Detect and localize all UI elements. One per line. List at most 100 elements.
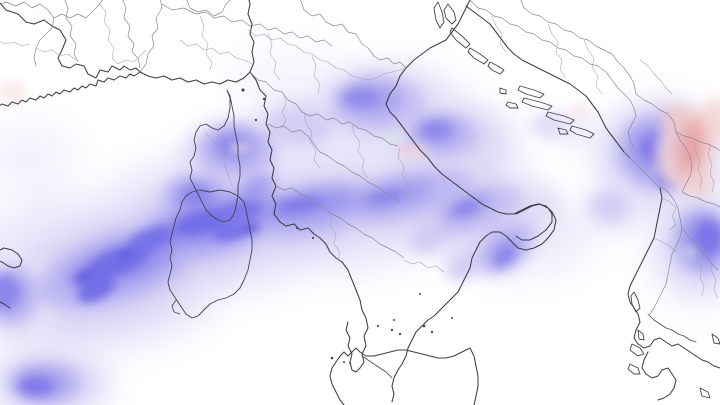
border-bosnia-internal-1 [547,23,567,79]
island-vis [505,101,519,109]
coast-calabria-inner [361,355,393,379]
border-bosnia-north [520,0,605,51]
coast-albania [627,187,663,323]
border-po-valley-1 [179,39,253,65]
island-zakynthos [627,363,641,375]
coast-greece-epirus [647,313,697,343]
island-kefalonia [629,343,645,357]
border-corsica-internal [204,131,233,187]
border-france-italy [139,0,163,73]
island-small-adriatic [499,87,507,95]
coast-tunisia-sardinia-gap [0,301,11,309]
coast-greece-peloponnese [641,351,677,401]
border-italy-region-10 [281,93,287,129]
border-macedonia-internal-1 [693,141,703,189]
island-ischia [311,236,315,240]
border-italy-region-2 [301,111,399,147]
coast-dalmatia [465,5,631,159]
precip-rain-band [655,98,720,198]
border-france-inland-7 [0,41,31,47]
border-serbia-west [603,49,637,95]
border-italy-region-4 [275,185,405,259]
border-macedonia-north [675,131,720,152]
border-albania-internal-1 [661,197,677,231]
border-alps-north [122,0,141,69]
island-sardinia [167,189,253,319]
border-italy-region-7 [397,147,413,203]
border-italy-region-9 [403,259,445,273]
coast-sicily [329,347,471,405]
island-aeolian-2 [398,332,402,336]
island-hvar [521,97,553,111]
coast-sicily-east [469,347,479,405]
border-france-inland-5 [99,3,119,65]
island-capraia [262,97,266,101]
border-serbia-internal [639,59,673,95]
island-aeolian-4 [430,330,434,334]
border-france-inland-1 [0,1,55,67]
border-albania-internal-2 [653,237,677,253]
coast-italy-west [139,0,255,85]
island-lastovo [557,127,569,135]
border-france-inland-4 [35,47,77,61]
coast-tuscany-lazio [249,71,277,215]
border-po-valley-3 [247,29,361,79]
island-ionian-dot-1 [419,293,421,295]
island-egadi-3 [349,362,351,364]
coast-sardinia-southwest [171,299,181,315]
coast-italy-adriatic [385,67,557,371]
island-ponza [295,226,299,230]
border-france-inland-2 [53,0,103,19]
border-italy-region-1 [249,71,303,113]
border-kosovo [635,93,693,193]
coast-croatia-mainland [405,0,471,69]
coast-north-africa [0,247,23,269]
border-bosnia-montenegro [611,79,637,149]
border-alpine-arc [161,3,333,47]
border-switzerland-north [186,0,231,17]
island-cres [433,1,445,29]
border-italy-region-6 [351,123,369,179]
border-croatia-internal-1 [491,15,507,53]
precipitation-layer [0,45,720,405]
island-pag [449,27,471,49]
border-veneto-coast [359,67,407,81]
coast-gargano [515,203,553,241]
coast-southern-france [0,2,141,107]
island-aegean-1 [711,333,720,345]
island-ustica [376,324,380,328]
island-kornati [487,61,505,75]
border-slovenia-croatia [367,47,407,69]
border-austria-slovenia [300,0,369,49]
border-france-inland-3 [64,0,79,63]
border-italy-region-5 [303,113,321,169]
border-france-inland-6 [117,49,147,65]
island-aeolian-3 [422,324,426,328]
border-po-valley-4 [267,33,281,81]
border-italy-region-8 [329,215,341,263]
border-macedonia-internal-2 [707,145,715,193]
island-dugi-otok [467,47,489,65]
island-ionian-dot-2 [393,319,395,321]
border-italy-region-3 [267,123,401,203]
border-bosnia-internal-2 [583,39,603,95]
border-macedonia-south [681,191,720,208]
border-po-valley-2 [199,15,213,71]
island-corsica [189,89,241,223]
island-egadi-2 [343,361,345,363]
coast-messina-strait [391,369,399,403]
border-greece-region-2 [709,261,719,299]
island-brac [517,85,545,99]
island-aegean-2 [699,387,711,399]
border-po-valley-5 [311,55,321,95]
island-elba [241,88,245,92]
island-egadi-1 [330,356,334,360]
coast-greece-west [633,321,720,369]
island-mljet [569,125,595,139]
border-greece-inland [681,227,719,271]
island-corfu [630,291,641,313]
island-krk [443,3,457,25]
island-ionian-dot-3 [451,317,453,319]
border-greece-region-1 [695,249,705,297]
